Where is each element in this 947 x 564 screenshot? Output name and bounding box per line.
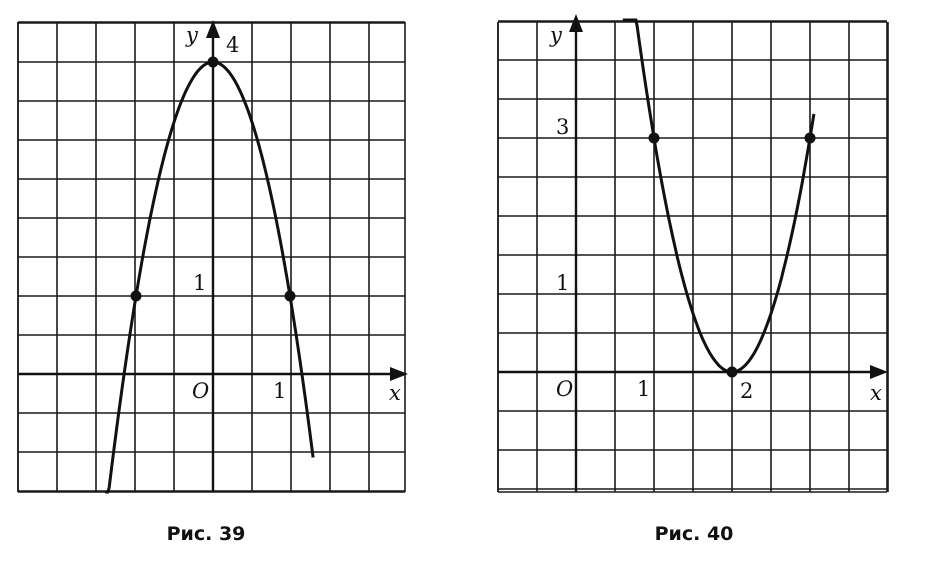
figure-39-caption: Рис. 39	[167, 523, 246, 545]
origin-label-39: O	[192, 379, 209, 403]
y-axis-arrow-40	[569, 14, 583, 32]
data-point	[207, 56, 219, 68]
x-tick-label-1-fig40: 1	[637, 377, 650, 401]
y-tick-label-1-fig39: 1	[193, 271, 206, 295]
y-axis-label-39: y	[185, 23, 199, 47]
origin-label-40: O	[556, 377, 573, 401]
figure-39: y x O 1 1 4 Рис. 39	[17, 20, 408, 545]
y-axis-label-40: y	[549, 23, 563, 47]
data-point	[648, 132, 660, 144]
data-point	[284, 290, 296, 302]
x-axis-label-40: x	[870, 381, 882, 405]
points-39	[130, 56, 296, 302]
data-point	[804, 132, 816, 144]
grid-40	[497, 20, 889, 493]
data-point	[726, 366, 738, 378]
grid-39	[17, 21, 406, 493]
figure-40: y x O 1 2 1 3 Рис. 40	[497, 14, 889, 545]
x-axis-arrow-39	[390, 367, 408, 381]
y-tick-label-3-fig40: 3	[556, 115, 569, 139]
x-axis-arrow-40	[870, 365, 888, 379]
parabola-curve-39	[105, 60, 315, 494]
y-axis-arrow-39	[206, 20, 220, 38]
y-tick-label-1-fig40: 1	[556, 271, 569, 295]
x-axis-label-39: x	[389, 381, 401, 405]
figure-40-caption: Рис. 40	[655, 523, 734, 545]
x-tick-label-1-fig39: 1	[273, 379, 286, 403]
x-tick-label-2-fig40: 2	[740, 379, 753, 403]
points-40	[648, 132, 816, 378]
parabola-curve-40	[622, 18, 816, 374]
data-point	[130, 290, 142, 302]
y-tick-label-4-fig39: 4	[226, 33, 239, 57]
